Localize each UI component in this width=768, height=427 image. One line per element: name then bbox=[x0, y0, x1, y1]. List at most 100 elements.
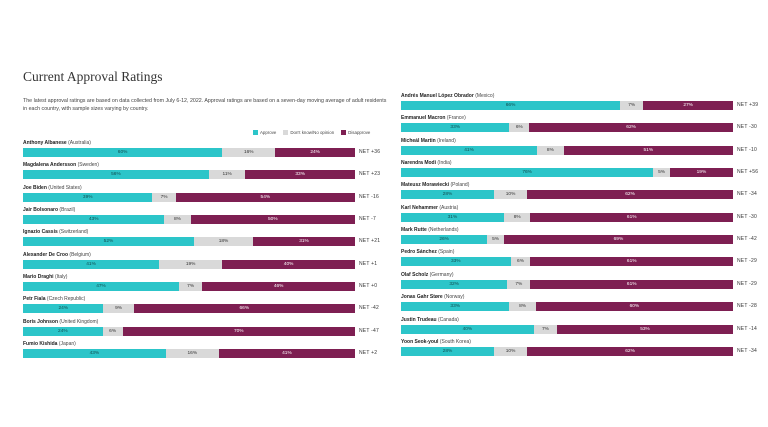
approve-segment: 28% bbox=[401, 190, 494, 200]
leader-label: Mario Draghi (Italy) bbox=[23, 274, 67, 281]
leader-label: Ignazio Cassis (Switzerland) bbox=[23, 229, 88, 236]
net-value: NET +39 bbox=[737, 102, 759, 108]
disapprove-segment: 61% bbox=[530, 279, 733, 289]
legend-swatch-disapprove bbox=[341, 129, 347, 135]
approval-bar: 33% 6% 62% bbox=[401, 123, 733, 133]
net-value: NET -14 bbox=[737, 325, 757, 332]
approval-bar: 41% 8% 51% bbox=[401, 145, 733, 155]
disapprove-segment: 69% bbox=[503, 235, 733, 245]
leader-country: (Norway) bbox=[444, 294, 465, 301]
leader-country: (Czech Republic) bbox=[46, 296, 86, 303]
approve-segment: 43% bbox=[23, 215, 165, 225]
leader-name: Pedro Sánchez bbox=[401, 249, 437, 256]
disapprove-segment: 40% bbox=[222, 259, 355, 269]
leader-label: Mateusz Morawiecki (Poland) bbox=[401, 182, 469, 189]
leader-row: Justin Trudeau (Canada) 40% 7% 53% NET -14 bbox=[401, 317, 766, 339]
approval-bar: 28% 10% 62% bbox=[401, 190, 733, 200]
leader-row: Pedro Sánchez (Spain) 33% 6% 61% NET -29 bbox=[401, 249, 766, 271]
no-opinion-segment: 8% bbox=[503, 212, 531, 222]
no-opinion-segment: 6% bbox=[509, 123, 530, 133]
net-value: NET -30 bbox=[737, 124, 757, 131]
approval-bar: 52% 18% 31% bbox=[23, 237, 355, 247]
net-value: NET -30 bbox=[737, 213, 757, 220]
leader-row: Petr Fiala (Czech Republic) 24% 9% 66% NET -… bbox=[23, 296, 388, 318]
leader-row: Micheál Martin (Ireland) 41% 8% 51% NET -10 bbox=[401, 138, 766, 160]
leader-name: Justin Trudeau bbox=[401, 316, 437, 323]
leader-row: Andrés Manuel López Obrador (Mexico) 66% 7… bbox=[401, 93, 766, 115]
net-value: NET -34 bbox=[737, 191, 757, 198]
approve-segment: 33% bbox=[401, 123, 510, 133]
page-title: Current Approval Ratings bbox=[23, 69, 163, 84]
approval-bar: 26% 5% 69% bbox=[401, 235, 733, 245]
approval-bar: 47% 7% 46% bbox=[23, 282, 355, 292]
leader-country: (Italy) bbox=[54, 274, 68, 281]
leader-country: (United States) bbox=[48, 184, 82, 191]
approve-segment: 39% bbox=[23, 192, 153, 202]
approve-segment: 41% bbox=[401, 145, 538, 155]
leader-country: (Switzerland) bbox=[59, 229, 89, 236]
leader-row: Magdalena Andersson (Sweden) 56% 11% 33% NET… bbox=[23, 162, 388, 184]
leader-row: Mateusz Morawiecki (Poland) 28% 10% 62% NET … bbox=[401, 182, 766, 204]
approval-bar: 60% 16% 24% bbox=[23, 148, 355, 157]
leader-row: Mark Rutte (Netherlands) 26% 5% 69% NET -42 bbox=[401, 227, 766, 249]
disapprove-segment: 54% bbox=[175, 192, 355, 202]
leader-label: Pedro Sánchez (Spain) bbox=[401, 249, 454, 256]
approval-bar: 41% 19% 40% bbox=[23, 259, 355, 269]
leader-row: Alexander De Croo (Belgium) 41% 19% 40% NET … bbox=[23, 252, 388, 274]
leader-label: Karl Nehammer (Austria) bbox=[401, 205, 458, 212]
leader-name: Yoon Seok-youl bbox=[401, 338, 439, 345]
legend-swatch-no-opinion bbox=[283, 129, 289, 135]
leader-row: Jair Bolsonaro (Brazil) 43% 8% 50% NET -7 bbox=[23, 207, 388, 229]
disapprove-segment: 70% bbox=[122, 326, 355, 336]
approval-bar: 66% 7% 27% bbox=[401, 101, 733, 110]
disapprove-segment: 53% bbox=[557, 324, 733, 334]
no-opinion-segment: 18% bbox=[193, 237, 254, 247]
approval-bar: 43% 16% 41% bbox=[23, 349, 355, 359]
disapprove-segment: 62% bbox=[529, 123, 733, 133]
approve-segment: 33% bbox=[401, 257, 511, 267]
net-value: NET +1 bbox=[359, 260, 378, 267]
disapprove-segment: 27% bbox=[643, 101, 733, 110]
no-opinion-segment: 10% bbox=[493, 190, 528, 200]
net-value: NET +56 bbox=[737, 169, 759, 176]
approve-segment: 52% bbox=[23, 237, 194, 247]
approval-bar: 39% 7% 54% bbox=[23, 192, 355, 202]
legend-label-disapprove: Disapprove bbox=[348, 129, 371, 135]
leader-name: Emmanuel Macron bbox=[401, 115, 446, 122]
leader-label: Micheál Martin (Ireland) bbox=[401, 138, 456, 145]
leader-row: Fumio Kishida (Japan) 43% 16% 41% NET +2 bbox=[23, 341, 388, 363]
approve-segment: 28% bbox=[401, 346, 494, 356]
leader-label: Jair Bolsonaro (Brazil) bbox=[23, 207, 75, 214]
net-value: NET +0 bbox=[359, 283, 378, 290]
leader-label: Andrés Manuel López Obrador (Mexico) bbox=[401, 93, 494, 100]
disapprove-segment: 33% bbox=[245, 170, 355, 180]
disapprove-segment: 46% bbox=[202, 282, 355, 292]
leader-country: (Spain) bbox=[438, 249, 455, 256]
no-opinion-segment: 19% bbox=[159, 259, 223, 269]
leader-country: (India) bbox=[437, 160, 452, 167]
no-opinion-segment: 6% bbox=[102, 326, 123, 336]
approve-segment: 33% bbox=[401, 302, 510, 312]
approve-segment: 40% bbox=[401, 324, 534, 334]
leader-label: Anthony Albanese (Australia) bbox=[23, 140, 91, 147]
approval-bar: 31% 8% 61% bbox=[401, 212, 733, 222]
disapprove-segment: 41% bbox=[218, 349, 355, 359]
legend-item-no-opinion: Don't know/No opinion bbox=[283, 129, 334, 135]
no-opinion-segment: 7% bbox=[507, 279, 531, 289]
approval-bar: 33% 6% 61% bbox=[401, 257, 733, 267]
net-value: NET -47 bbox=[359, 327, 379, 334]
leader-name: Micheál Martin bbox=[401, 137, 436, 144]
no-opinion-segment: 8% bbox=[164, 215, 191, 225]
disapprove-segment: 62% bbox=[527, 190, 733, 200]
leader-row: Joe Biden (United States) 39% 7% 54% NET -16 bbox=[23, 185, 388, 207]
net-value: NET -29 bbox=[737, 280, 757, 287]
leader-country: (Sweden) bbox=[77, 162, 99, 169]
leader-name: Narendra Modi bbox=[401, 160, 437, 167]
approve-segment: 26% bbox=[401, 235, 488, 245]
leader-row: Boris Johnson (United Kingdom) 24% 6% 70% NE… bbox=[23, 319, 388, 341]
approval-bar: 32% 7% 61% bbox=[401, 279, 733, 289]
no-opinion-segment: 7% bbox=[179, 282, 203, 292]
net-value: NET +2 bbox=[359, 350, 378, 357]
approval-bar: 56% 11% 33% bbox=[23, 170, 355, 180]
net-value: NET -7 bbox=[359, 216, 376, 223]
